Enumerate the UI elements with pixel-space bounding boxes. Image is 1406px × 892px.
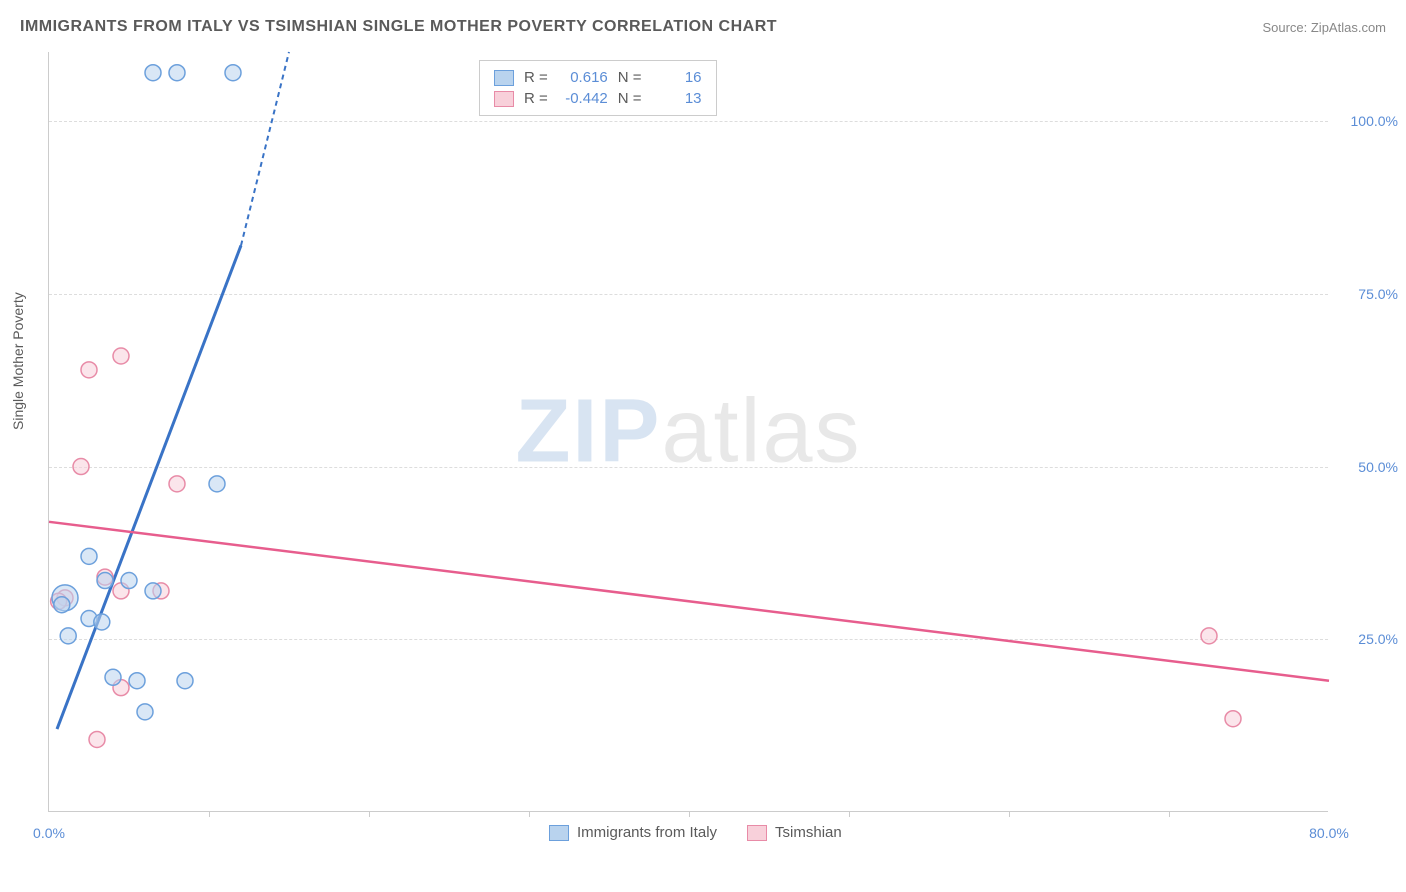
data-point <box>1225 711 1241 727</box>
data-point <box>81 362 97 378</box>
y-tick-label: 25.0% <box>1338 631 1398 647</box>
legend-swatch-tsimshian <box>747 825 767 841</box>
trend-line <box>241 52 289 245</box>
y-tick-label: 100.0% <box>1338 113 1398 129</box>
chart-plot-area: ZIPatlas 25.0%50.0%75.0%100.0% 0.0%80.0%… <box>48 52 1328 812</box>
chart-title: IMMIGRANTS FROM ITALY VS TSIMSHIAN SINGL… <box>20 18 777 36</box>
data-point <box>60 628 76 644</box>
tick-v <box>1169 811 1170 817</box>
legend-N-value-2: 13 <box>652 90 702 107</box>
legend-item-italy: Immigrants from Italy <box>549 824 717 841</box>
data-point <box>169 65 185 81</box>
trend-line <box>49 522 1329 681</box>
legend-R-value-1: 0.616 <box>558 69 608 86</box>
data-point <box>94 614 110 630</box>
y-axis-label: Single Mother Poverty <box>10 292 26 430</box>
x-tick-label: 80.0% <box>1309 825 1349 841</box>
data-point <box>209 476 225 492</box>
tick-v <box>849 811 850 817</box>
data-point <box>177 673 193 689</box>
source-attribution: Source: ZipAtlas.com <box>1262 20 1386 35</box>
legend-row-series1: R = 0.616 N = 16 <box>494 67 702 88</box>
data-point <box>81 548 97 564</box>
data-point <box>54 597 70 613</box>
tick-v <box>1009 811 1010 817</box>
scatter-svg <box>49 52 1328 811</box>
y-tick-label: 50.0% <box>1338 459 1398 475</box>
legend-R-label: R = <box>524 69 548 86</box>
data-point <box>1201 628 1217 644</box>
legend-R-value-2: -0.442 <box>558 90 608 107</box>
data-point <box>145 65 161 81</box>
data-point <box>97 573 113 589</box>
legend-label-tsimshian: Tsimshian <box>775 824 842 841</box>
data-point <box>73 459 89 475</box>
data-point <box>145 583 161 599</box>
data-point <box>225 65 241 81</box>
legend-N-label: N = <box>618 90 642 107</box>
data-point <box>137 704 153 720</box>
data-point <box>105 669 121 685</box>
tick-v <box>369 811 370 817</box>
legend-item-tsimshian: Tsimshian <box>747 824 842 841</box>
tick-v <box>209 811 210 817</box>
data-point <box>129 673 145 689</box>
data-point <box>89 731 105 747</box>
y-tick-label: 75.0% <box>1338 286 1398 302</box>
legend-N-value-1: 16 <box>652 69 702 86</box>
correlation-legend: R = 0.616 N = 16 R = -0.442 N = 13 <box>479 60 717 116</box>
legend-row-series2: R = -0.442 N = 13 <box>494 88 702 109</box>
legend-swatch-italy <box>549 825 569 841</box>
tick-v <box>529 811 530 817</box>
data-point <box>169 476 185 492</box>
series-legend: Immigrants from Italy Tsimshian <box>549 824 842 841</box>
tick-v <box>689 811 690 817</box>
legend-R-label: R = <box>524 90 548 107</box>
data-point <box>113 348 129 364</box>
legend-label-italy: Immigrants from Italy <box>577 824 717 841</box>
legend-swatch-pink <box>494 91 514 107</box>
legend-swatch-blue <box>494 70 514 86</box>
x-tick-label: 0.0% <box>33 825 65 841</box>
legend-N-label: N = <box>618 69 642 86</box>
data-point <box>121 573 137 589</box>
